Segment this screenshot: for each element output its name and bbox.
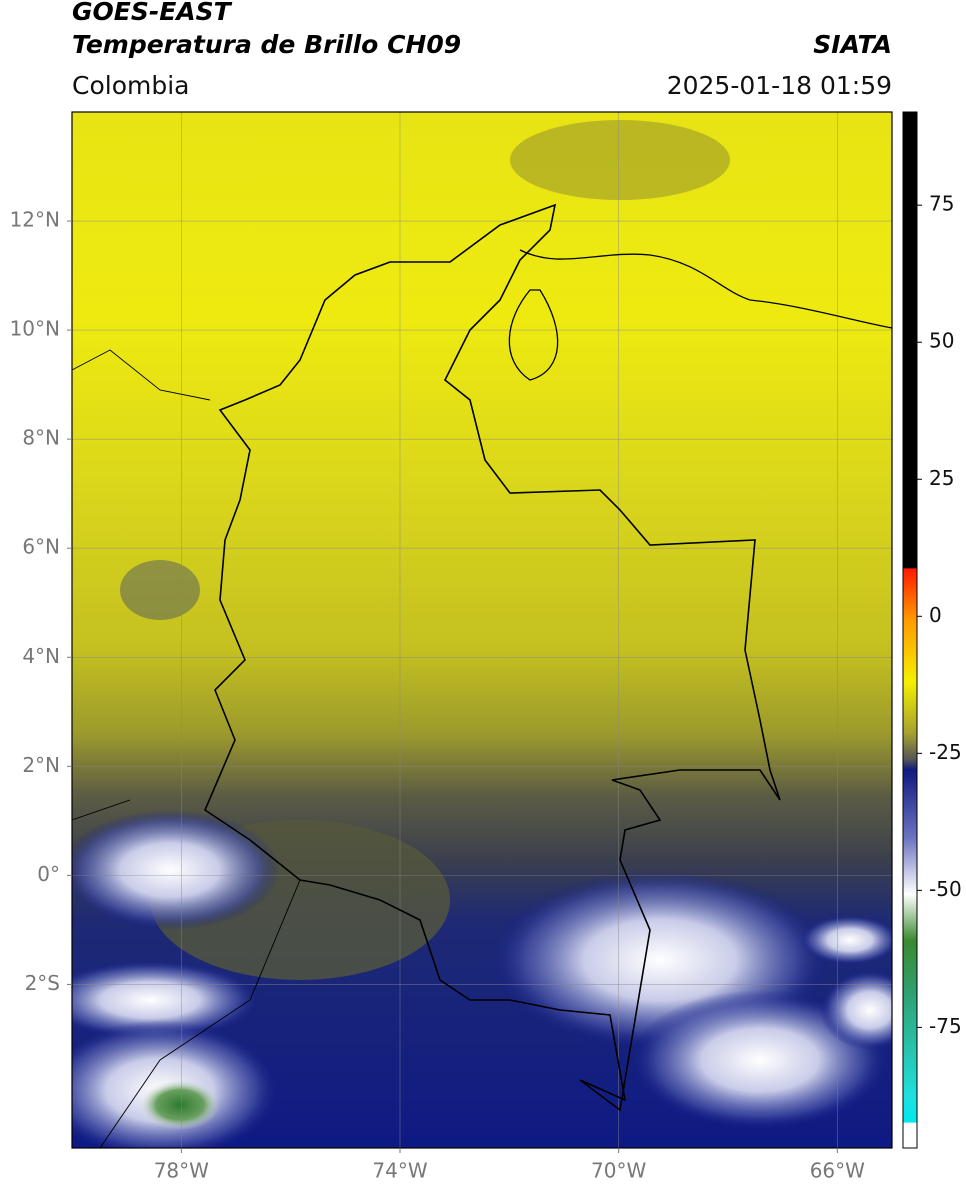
cloud-patch [120, 560, 200, 620]
y-tick-label: 2°S [25, 971, 60, 995]
x-tick-label: 66°W [810, 1159, 865, 1183]
colorbar-tick-label: -75 [929, 1014, 962, 1038]
region-label: Colombia [72, 71, 189, 100]
y-tick-label: 12°N [10, 208, 60, 232]
y-tick-label: 4°N [22, 644, 60, 668]
y-tick-label: 2°N [22, 753, 60, 777]
cloud-patch [72, 960, 260, 1040]
colorbar-tick-label: 50 [929, 329, 954, 353]
country-border [204, 203, 781, 1112]
cloud-patch [140, 1080, 220, 1130]
map-frame [71, 111, 893, 1149]
cloud-patch [800, 915, 892, 965]
y-tick-label: 8°N [22, 426, 60, 450]
map-image [72, 112, 892, 1148]
satellite-title: GOES-EAST [72, 0, 233, 26]
x-tick-label: 78°W [154, 1159, 209, 1183]
colorbar-tick-label: -50 [929, 877, 962, 901]
colorbar-tick-label: 25 [929, 466, 954, 490]
colorbar-tick-label: -25 [929, 740, 962, 764]
cloud-patch [510, 120, 730, 200]
product-title: Temperatura de Brillo CH09 [72, 30, 461, 59]
colorbar-ticks: 75 50 25 0 -25 -50 -75 [917, 192, 962, 1038]
x-tick-label: 70°W [591, 1159, 646, 1183]
map-axes: 78°W 74°W 70°W 66°W 12°N 10°N 8°N 6°N 4°N 2°N 0° 2°… [10, 208, 866, 1183]
y-tick-label: 6°N [22, 535, 60, 559]
y-tick-label: 10°N [10, 317, 60, 341]
lake-maracaibo [508, 289, 559, 381]
y-tick-label: 0° [37, 862, 60, 886]
colorbar-tick-label: 75 [929, 192, 954, 216]
source-label: SIATA [813, 30, 892, 59]
colorbar [902, 111, 918, 1149]
datetime-label: 2025-01-18 01:59 [667, 71, 892, 100]
x-tick-label: 74°W [372, 1159, 427, 1183]
colorbar-tick-label: 0 [929, 603, 942, 627]
graticule [72, 112, 892, 1148]
cloud-patch [72, 810, 280, 930]
other-borders [72, 349, 301, 1148]
coastline [519, 249, 892, 329]
cloud-patch [820, 970, 892, 1050]
